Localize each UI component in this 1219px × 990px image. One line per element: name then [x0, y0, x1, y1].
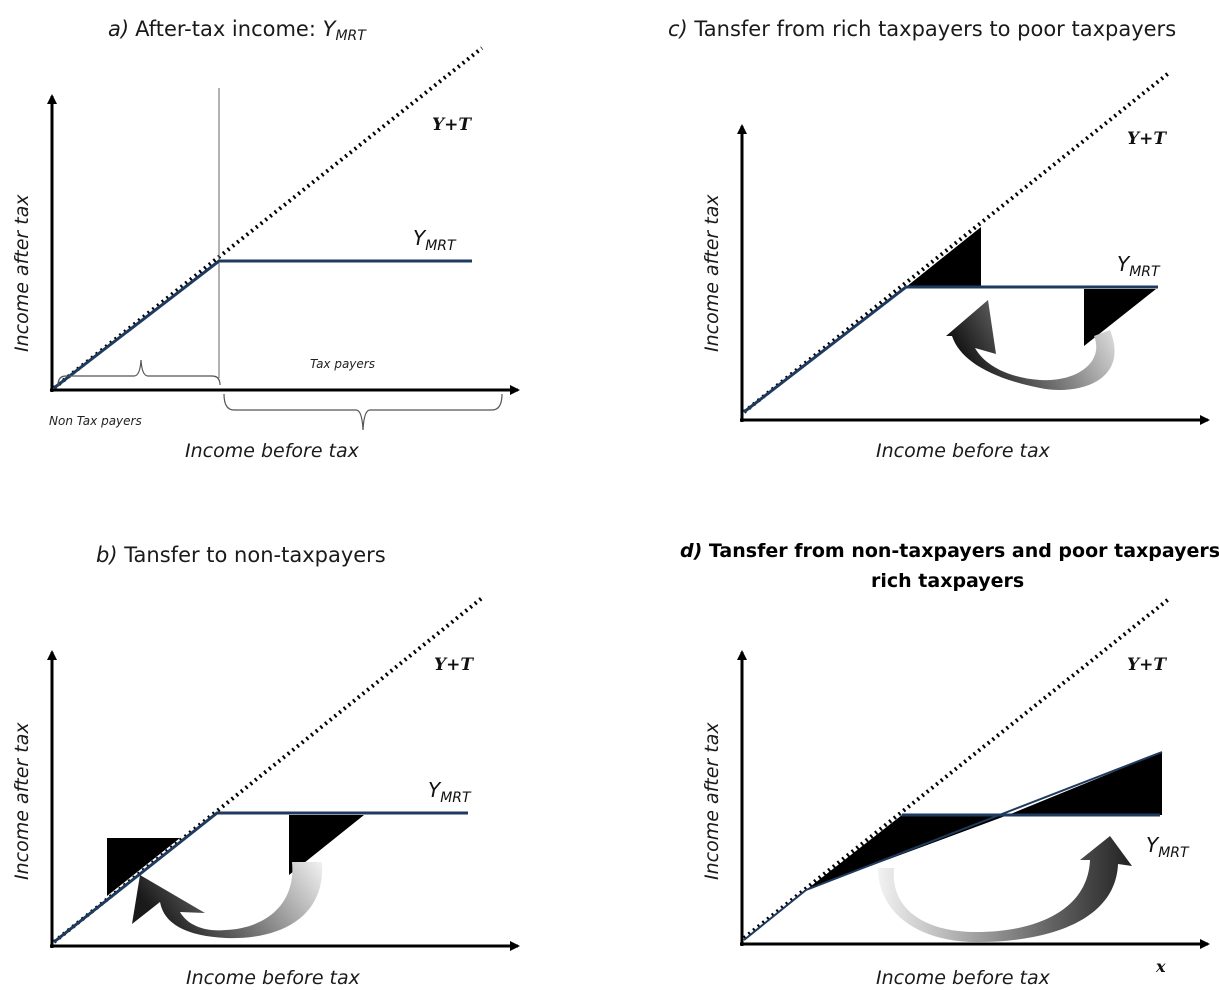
panel-d: d) Tansfer from non-taxpayers and poor t… — [680, 540, 1219, 989]
panel-d-diagonal-label: Y+T — [1127, 655, 1167, 675]
panel-d-x-axis-label: Income before tax — [876, 967, 1051, 989]
panel-d-curve-label: YMRT — [1146, 833, 1190, 861]
panel-b-x-axis-label: Income before tax — [186, 967, 361, 989]
panel-c-mrt-curve — [743, 285, 1158, 414]
panel-a-non-tax-payers-label: Non Tax payers — [49, 414, 142, 428]
panel-c: c) Tansfer from rich taxpayers to poor t… — [668, 17, 1210, 462]
panel-a-title: a) After-tax income: YMRT — [108, 17, 367, 44]
panel-b-non-taxpayer-gain-area — [107, 838, 180, 896]
panel-d-x-marker: x — [1155, 957, 1166, 976]
panel-d-diagonal-line — [742, 596, 1172, 940]
panel-d-transfer-arrow — [878, 836, 1132, 942]
panel-a-mrt-curve — [53, 259, 472, 390]
panel-a-taxpayers-brace — [223, 393, 503, 431]
panel-d-title-line2: rich taxpayers — [871, 570, 1024, 592]
panel-a: a) After-tax income: YMRT Y+T YMRT Tax pa… — [11, 17, 520, 462]
panel-b: b) Tansfer to non-taxpayers Y+T YMRT Inc… — [11, 543, 520, 989]
panel-a-tax-payers-label: Tax payers — [310, 357, 375, 371]
panel-c-rich-taxpayer-area — [906, 227, 981, 287]
panel-a-diagonal-label: Y+T — [432, 115, 472, 135]
panel-c-title: c) Tansfer from rich taxpayers to poor t… — [668, 17, 1176, 41]
panel-b-title: b) Tansfer to non-taxpayers — [96, 543, 386, 567]
panel-c-transfer-arrow — [946, 300, 1115, 390]
panel-b-taxpayer-loss-area — [289, 815, 364, 875]
panel-b-diagonal-label: Y+T — [434, 655, 474, 675]
panel-b-transfer-arrow — [132, 862, 323, 939]
panel-b-curve-label: YMRT — [428, 778, 472, 806]
panel-c-y-axis-label: Income after tax — [701, 194, 723, 352]
panel-d-new-after-tax-curve — [743, 751, 1163, 941]
panel-a-curve-label: YMRT — [413, 226, 457, 254]
panel-a-x-axis-label: Income before tax — [185, 440, 360, 462]
panel-c-curve-label: YMRT — [1117, 252, 1161, 280]
panel-d-title-line1: d) Tansfer from non-taxpayers and poor t… — [680, 540, 1219, 562]
panel-a-y-axis-label: Income after tax — [11, 194, 33, 352]
panel-c-poor-taxpayer-area — [1084, 289, 1156, 346]
panel-c-x-axis-label: Income before tax — [876, 440, 1051, 462]
panel-c-diagonal-label: Y+T — [1127, 129, 1167, 149]
panel-a-non-taxpayers-brace — [57, 359, 221, 386]
panel-b-y-axis-label: Income after tax — [11, 722, 33, 880]
panel-b-mrt-curve — [53, 811, 468, 944]
panel-d-y-axis-label: Income after tax — [701, 722, 723, 880]
